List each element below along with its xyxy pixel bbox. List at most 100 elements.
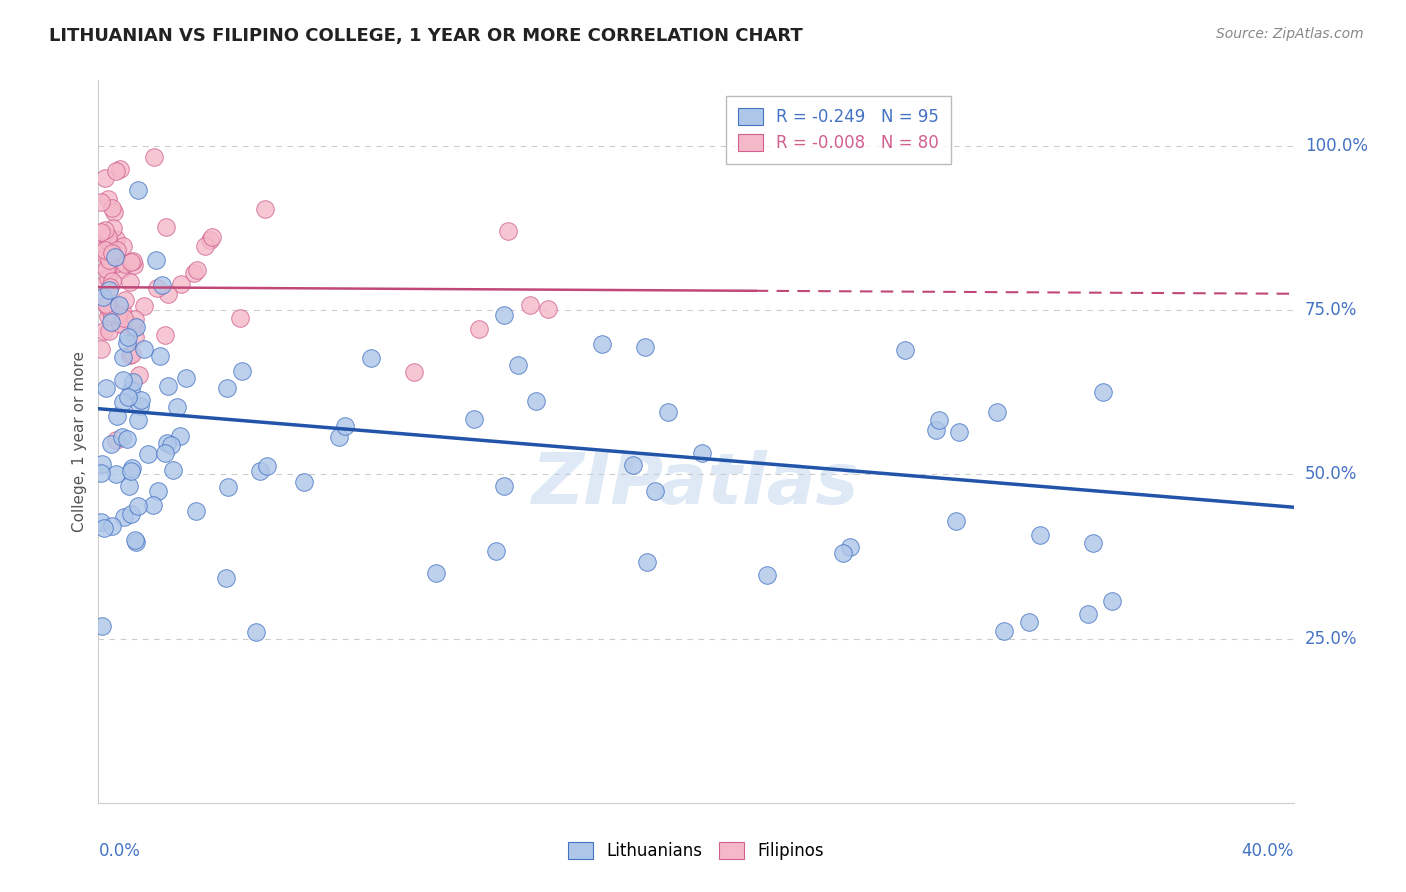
Point (97, 229, 120, 244)
Point (485, 544, 508, 558)
Point (254, 202, 277, 216)
Point (128, 368, 150, 382)
Point (134, 343, 156, 357)
Point (132, 299, 155, 313)
Point (153, 445, 176, 459)
Point (111, 238, 134, 252)
Point (122, 319, 145, 334)
Point (120, 464, 142, 478)
Point (328, 430, 350, 444)
Point (111, 430, 134, 444)
Point (229, 310, 252, 325)
Point (156, 379, 179, 393)
Point (111, 317, 134, 331)
Y-axis label: College, 1 year or more: College, 1 year or more (72, 351, 87, 532)
Point (194, 239, 217, 253)
Point (124, 533, 146, 548)
Point (90, 515, 112, 529)
Point (93, 324, 115, 338)
Point (152, 277, 174, 292)
Point (591, 337, 613, 351)
Point (105, 299, 128, 313)
Point (157, 287, 180, 301)
Point (94, 249, 117, 263)
Point (91, 458, 114, 472)
Point (644, 484, 666, 499)
Point (160, 438, 183, 452)
Point (215, 570, 238, 584)
Point (127, 413, 149, 427)
Point (148, 349, 170, 363)
Point (945, 514, 967, 528)
Point (94, 381, 117, 395)
Point (112, 350, 135, 364)
Point (96, 297, 118, 311)
Point (122, 254, 145, 268)
Point (120, 275, 142, 289)
Text: LITHUANIAN VS FILIPINO COLLEGE, 1 YEAR OR MORE CORRELATION CHART: LITHUANIAN VS FILIPINO COLLEGE, 1 YEAR O… (49, 27, 803, 45)
Point (146, 484, 169, 499)
Point (1101, 594, 1123, 608)
Point (97, 252, 120, 267)
Point (245, 625, 267, 640)
Point (121, 507, 143, 521)
Point (621, 458, 644, 472)
Point (111, 373, 134, 387)
Point (170, 277, 193, 291)
Point (97, 271, 120, 285)
Point (111, 261, 134, 276)
Point (91, 278, 114, 293)
Point (96, 299, 118, 313)
Point (100, 437, 122, 451)
Point (105, 409, 128, 424)
Point (122, 258, 145, 272)
Text: 40.0%: 40.0% (1241, 842, 1294, 860)
Point (986, 405, 1008, 419)
Point (141, 498, 163, 512)
Point (333, 418, 356, 433)
Point (112, 394, 135, 409)
Point (755, 567, 778, 582)
Point (256, 458, 278, 473)
Point (183, 266, 205, 280)
Point (91, 290, 114, 304)
Text: 0.0%: 0.0% (98, 842, 141, 860)
Point (105, 310, 128, 325)
Point (111, 303, 134, 318)
Point (156, 436, 179, 450)
Point (993, 624, 1015, 638)
Point (924, 423, 946, 437)
Point (127, 183, 149, 197)
Point (94, 222, 117, 236)
Point (112, 510, 135, 524)
Point (169, 429, 191, 443)
Point (104, 232, 127, 246)
Point (122, 375, 145, 389)
Point (97, 309, 120, 323)
Text: 25.0%: 25.0% (1305, 630, 1357, 648)
Point (536, 301, 558, 316)
Point (519, 298, 541, 312)
Point (1091, 385, 1114, 400)
Point (155, 220, 177, 235)
Point (90, 343, 112, 357)
Text: 75.0%: 75.0% (1305, 301, 1357, 319)
Point (463, 412, 485, 426)
Text: ZIPatlas: ZIPatlas (533, 450, 859, 519)
Point (105, 243, 128, 257)
Point (174, 371, 197, 385)
Point (425, 566, 447, 581)
Point (492, 479, 515, 493)
Point (90, 234, 112, 248)
Point (894, 343, 917, 357)
Point (94, 171, 117, 186)
Point (1083, 536, 1105, 550)
Point (145, 253, 167, 268)
Point (115, 335, 138, 350)
Point (508, 358, 530, 372)
Point (633, 340, 655, 354)
Point (107, 308, 129, 322)
Point (100, 306, 122, 320)
Point (231, 363, 253, 377)
Point (492, 309, 515, 323)
